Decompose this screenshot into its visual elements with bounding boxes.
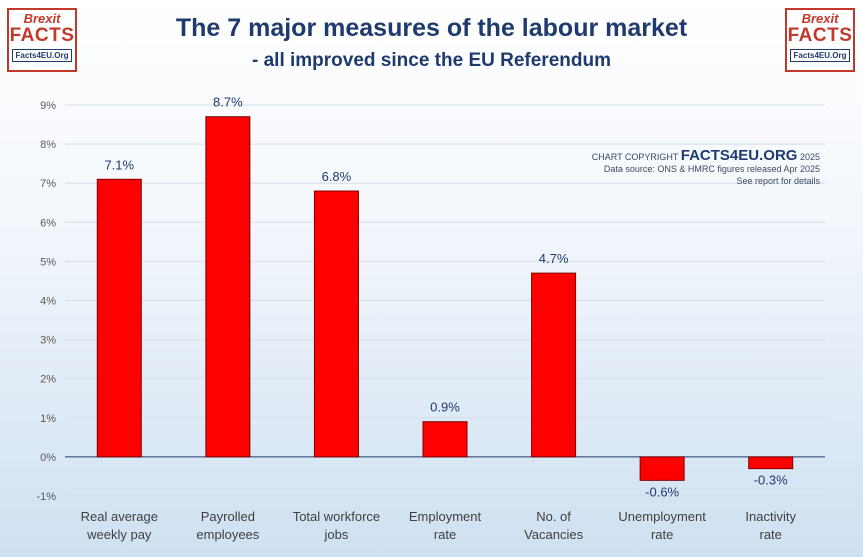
bar <box>748 456 794 470</box>
data-label: 4.7% <box>539 251 569 266</box>
chart-title: The 7 major measures of the labour marke… <box>175 14 688 42</box>
x-category-label: Vacancies <box>524 527 584 542</box>
bar <box>313 190 359 458</box>
copyright-prefix: CHART COPYRIGHT <box>591 152 679 162</box>
copyright-brand: FACTS4EU.ORG <box>680 147 798 164</box>
data-label: 7.1% <box>104 157 134 172</box>
x-category-label: Payrolled <box>201 509 255 524</box>
chart-copyright: CHART COPYRIGHT FACTS4EU.ORG 2025 Data s… <box>480 147 820 187</box>
x-category-label: Inactivity <box>745 509 796 524</box>
x-category-label: rate <box>434 527 456 542</box>
report-note: See report for details <box>736 176 820 186</box>
logo-line-facts: FACTS <box>787 25 853 46</box>
data-label: 6.8% <box>322 169 352 184</box>
bar <box>96 178 142 458</box>
bars <box>96 116 794 481</box>
x-category-label: weekly pay <box>86 527 152 542</box>
y-tick-label: 8% <box>40 139 56 151</box>
y-tick-label: 9% <box>40 100 56 112</box>
y-tick-label: 3% <box>40 335 56 347</box>
x-category-label: No. of <box>536 509 571 524</box>
gridlines <box>65 104 825 497</box>
y-tick-label: 7% <box>40 178 56 190</box>
y-tick-label: 4% <box>40 296 56 308</box>
data-source-note: Data source: ONS & HMRC figures released… <box>603 164 820 174</box>
logo-line-url: Facts4EU.Org <box>11 49 73 62</box>
x-category-label: Unemployment <box>618 509 706 524</box>
data-label: -0.3% <box>754 473 788 488</box>
logo-line-brexit: Brexit <box>23 11 61 26</box>
chart-subtitle: - all improved since the EU Referendum <box>252 50 611 71</box>
y-tick-label: -1% <box>36 491 56 503</box>
x-category-label: rate <box>651 527 673 542</box>
y-tick-label: 1% <box>40 413 56 425</box>
brexit-facts-logo-left: Brexit FACTS Facts4EU.Org <box>7 8 77 72</box>
x-category-label: jobs <box>323 527 348 542</box>
data-label: -0.6% <box>645 484 679 499</box>
y-tick-label: 5% <box>40 256 56 268</box>
x-category-label: Total workforce <box>293 509 380 524</box>
bar <box>205 116 251 458</box>
copyright-year: 2025 <box>799 152 820 162</box>
y-tick-label: 2% <box>40 374 56 386</box>
x-category-label: employees <box>196 527 259 542</box>
x-category-label: Real average <box>81 509 158 524</box>
y-tick-label: 0% <box>40 452 56 464</box>
logo-line-facts: FACTS <box>9 25 75 46</box>
brexit-facts-logo-right: Brexit FACTS Facts4EU.Org <box>785 8 855 72</box>
y-tick-label: 6% <box>40 217 56 229</box>
y-axis-ticks: -1% 0% 1% 2% 3% 4% 5% 6% 7% 8% 9% <box>36 100 56 503</box>
x-category-label: Employment <box>409 509 482 524</box>
bar <box>531 272 577 458</box>
data-labels: 7.1% 8.7% 6.8% 0.9% 4.7% -0.6% -0.3% <box>104 95 788 500</box>
logo-line-brexit: Brexit <box>801 11 839 26</box>
x-category-label: rate <box>760 527 782 542</box>
bar <box>639 456 685 481</box>
x-axis-labels: Real average weekly pay Payrolled employees… <box>81 509 797 542</box>
bar <box>422 421 468 458</box>
logo-line-url: Facts4EU.Org <box>789 49 851 62</box>
data-label: 8.7% <box>213 95 243 110</box>
data-label: 0.9% <box>430 400 460 415</box>
